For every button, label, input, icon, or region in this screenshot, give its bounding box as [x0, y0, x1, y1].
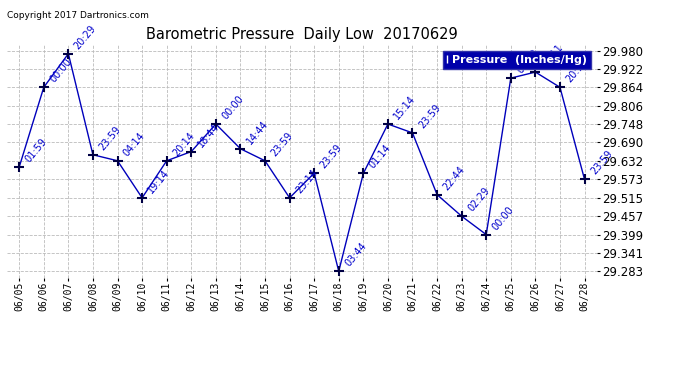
Text: 22:44: 22:44: [441, 164, 467, 192]
Text: 04:14: 04:14: [121, 130, 147, 158]
Text: 23:59: 23:59: [417, 102, 442, 130]
Legend: Pressure  (Inches/Hg): Pressure (Inches/Hg): [443, 51, 591, 69]
Text: 01:14: 01:14: [368, 143, 393, 171]
Text: 20:29: 20:29: [72, 23, 98, 51]
Text: 23:59: 23:59: [97, 124, 123, 152]
Text: 02:29: 02:29: [466, 186, 491, 213]
Text: 23:59: 23:59: [269, 130, 295, 158]
Text: 18:44: 18:44: [195, 121, 221, 149]
Text: 18:11: 18:11: [540, 42, 565, 69]
Text: 20:14: 20:14: [171, 130, 197, 158]
Text: 01:59: 01:59: [23, 136, 49, 164]
Text: 00:00: 00:00: [220, 94, 246, 121]
Text: 23:14: 23:14: [294, 167, 319, 195]
Text: 14:44: 14:44: [244, 118, 270, 146]
Title: Barometric Pressure  Daily Low  20170629: Barometric Pressure Daily Low 20170629: [146, 27, 457, 42]
Text: 19:14: 19:14: [146, 167, 172, 195]
Text: 00:00: 00:00: [491, 204, 516, 232]
Text: 03:59: 03:59: [515, 48, 540, 75]
Text: 15:14: 15:14: [392, 93, 417, 121]
Text: 03:44: 03:44: [343, 241, 368, 268]
Text: 23:59: 23:59: [589, 149, 614, 177]
Text: 00:00: 00:00: [48, 57, 73, 84]
Text: Copyright 2017 Dartronics.com: Copyright 2017 Dartronics.com: [7, 11, 149, 20]
Text: 23:59: 23:59: [318, 142, 344, 170]
Text: 20:14: 20:14: [564, 57, 590, 84]
